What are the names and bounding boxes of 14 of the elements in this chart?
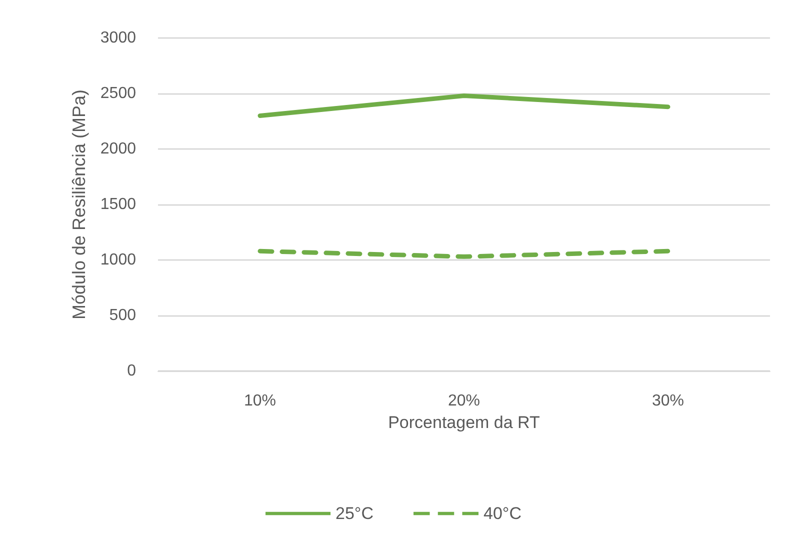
- y-tick-label: 3000: [100, 30, 136, 46]
- y-tick-label: 1000: [100, 252, 136, 268]
- y-tick-label: 0: [127, 362, 136, 380]
- x-tick-label: 30%: [652, 392, 684, 410]
- x-tick-label: 10%: [244, 392, 276, 410]
- legend-label: 25°C: [336, 504, 374, 523]
- y-tick-label: 2000: [100, 140, 136, 158]
- y-tick-label: 2500: [100, 85, 136, 102]
- x-tick-label: 20%: [448, 392, 480, 410]
- legend-label: 40°C: [484, 504, 522, 523]
- y-axis-title: Módulo de Resiliência (MPa): [69, 89, 89, 320]
- y-tick-label: 1500: [100, 196, 136, 213]
- x-axis-title: Porcentagem da RT: [388, 412, 540, 432]
- y-tick-label: 500: [109, 307, 136, 324]
